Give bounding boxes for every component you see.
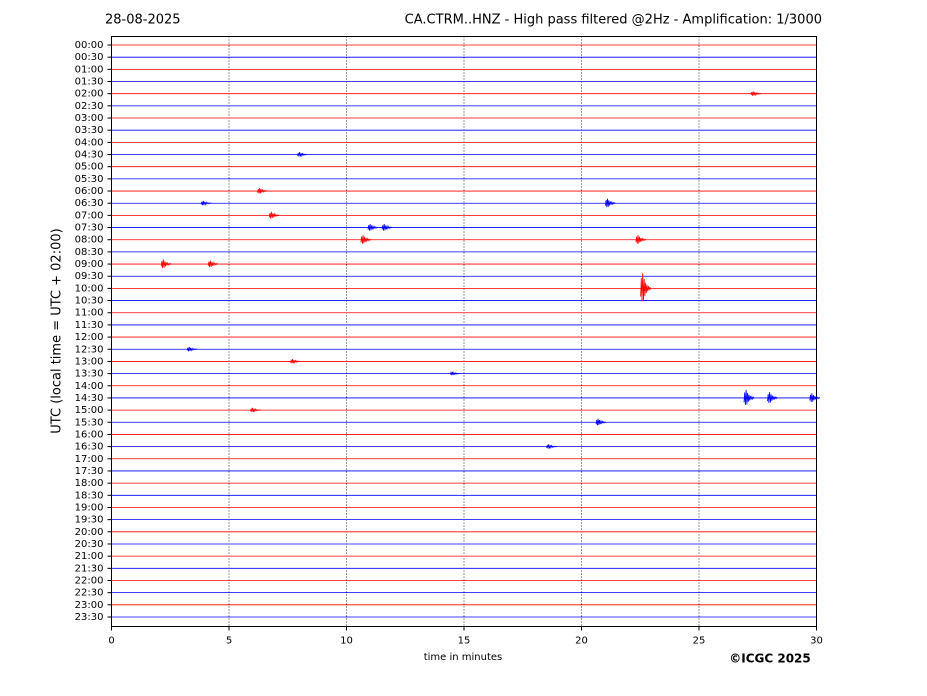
- burst: [257, 188, 268, 194]
- y-tick-label: 08:00: [75, 235, 104, 246]
- burst: [268, 211, 280, 219]
- y-tick-label: 09:00: [75, 259, 104, 270]
- x-tick-label: 5: [226, 636, 232, 647]
- y-tick-label: 00:30: [75, 52, 104, 63]
- y-tick-label: 22:00: [75, 575, 104, 586]
- y-tick-label: 23:00: [75, 600, 104, 611]
- y-tick-label: 17:00: [75, 454, 104, 465]
- y-tick-label: 12:30: [75, 344, 104, 355]
- burst: [250, 407, 261, 413]
- burst: [767, 392, 778, 404]
- x-tick-label: 15: [458, 636, 471, 647]
- y-tick-label: 16:30: [75, 442, 104, 453]
- burst: [809, 393, 821, 403]
- y-tick-label: 02:00: [75, 89, 104, 100]
- y-tick-label: 15:30: [75, 417, 104, 428]
- burst: [595, 418, 607, 426]
- y-tick-label: 05:30: [75, 174, 104, 185]
- burst: [207, 260, 219, 268]
- y-tick-label: 22:30: [75, 588, 104, 599]
- burst: [290, 359, 301, 364]
- y-tick-label: 12:00: [75, 332, 104, 343]
- y-tick-label: 21:00: [75, 551, 104, 562]
- x-axis-label: time in minutes: [424, 652, 503, 663]
- y-tick-label: 14:00: [75, 381, 104, 392]
- chart-date: 28-08-2025: [105, 13, 181, 28]
- burst: [297, 152, 308, 158]
- burst: [360, 235, 372, 244]
- burst: [635, 235, 647, 244]
- x-tick-label: 30: [810, 636, 823, 647]
- chart-title: CA.CTRM..HNZ - High pass filtered @2Hz -…: [405, 13, 822, 28]
- y-tick-label: 11:30: [75, 320, 104, 331]
- y-tick-label: 20:30: [75, 539, 104, 550]
- x-tick-label: 0: [108, 636, 114, 647]
- y-tick-label: 05:00: [75, 162, 104, 173]
- burst: [186, 346, 198, 352]
- y-tick-label: 07:00: [75, 210, 104, 221]
- y-tick-label: 09:30: [75, 271, 104, 282]
- y-tick-label: 03:00: [75, 113, 104, 124]
- y-tick-label: 20:00: [75, 527, 104, 538]
- y-tick-label: 06:30: [75, 198, 104, 209]
- y-tick-label: 04:30: [75, 150, 104, 161]
- y-tick-label: 17:30: [75, 466, 104, 477]
- y-tick-label: 10:00: [75, 283, 104, 294]
- burst: [449, 370, 461, 376]
- y-tick-label: 14:30: [75, 393, 104, 404]
- burst: [160, 259, 172, 269]
- burst: [743, 389, 755, 406]
- y-tick-label: 00:00: [75, 40, 104, 51]
- y-tick-label: 01:30: [75, 77, 104, 88]
- y-tick-label: 01:00: [75, 64, 104, 75]
- y-tick-label: 13:00: [75, 356, 104, 367]
- y-tick-label: 18:00: [75, 478, 104, 489]
- y-tick-label: 18:30: [75, 490, 104, 501]
- burst: [546, 444, 557, 450]
- burst: [200, 200, 212, 206]
- x-tick-label: 10: [340, 636, 353, 647]
- y-tick-label: 02:30: [75, 101, 104, 112]
- y-axis-label: UTC (local time = UTC + 02:00): [50, 228, 65, 433]
- y-tick-label: 23:30: [75, 612, 104, 623]
- y-tick-label: 13:30: [75, 369, 104, 380]
- y-tick-label: 06:00: [75, 186, 104, 197]
- x-tick-label: 20: [575, 636, 588, 647]
- y-tick-label: 10:30: [75, 296, 104, 307]
- x-tick-label: 25: [693, 636, 706, 647]
- burst: [605, 198, 616, 208]
- y-tick-label: 07:30: [75, 223, 104, 234]
- burst: [381, 224, 393, 231]
- y-tick-label: 11:00: [75, 308, 104, 319]
- burst: [367, 224, 379, 231]
- y-tick-label: 04:00: [75, 137, 104, 148]
- y-tick-label: 08:30: [75, 247, 104, 258]
- y-tick-label: 03:30: [75, 125, 104, 136]
- burst: [640, 273, 651, 302]
- y-tick-label: 21:30: [75, 563, 104, 574]
- y-tick-label: 19:00: [75, 502, 104, 513]
- y-tick-label: 16:00: [75, 429, 104, 440]
- y-tick-label: 15:00: [75, 405, 104, 416]
- burst: [750, 91, 762, 97]
- y-tick-label: 19:30: [75, 515, 104, 526]
- credit: ©ICGC 2025: [729, 652, 811, 666]
